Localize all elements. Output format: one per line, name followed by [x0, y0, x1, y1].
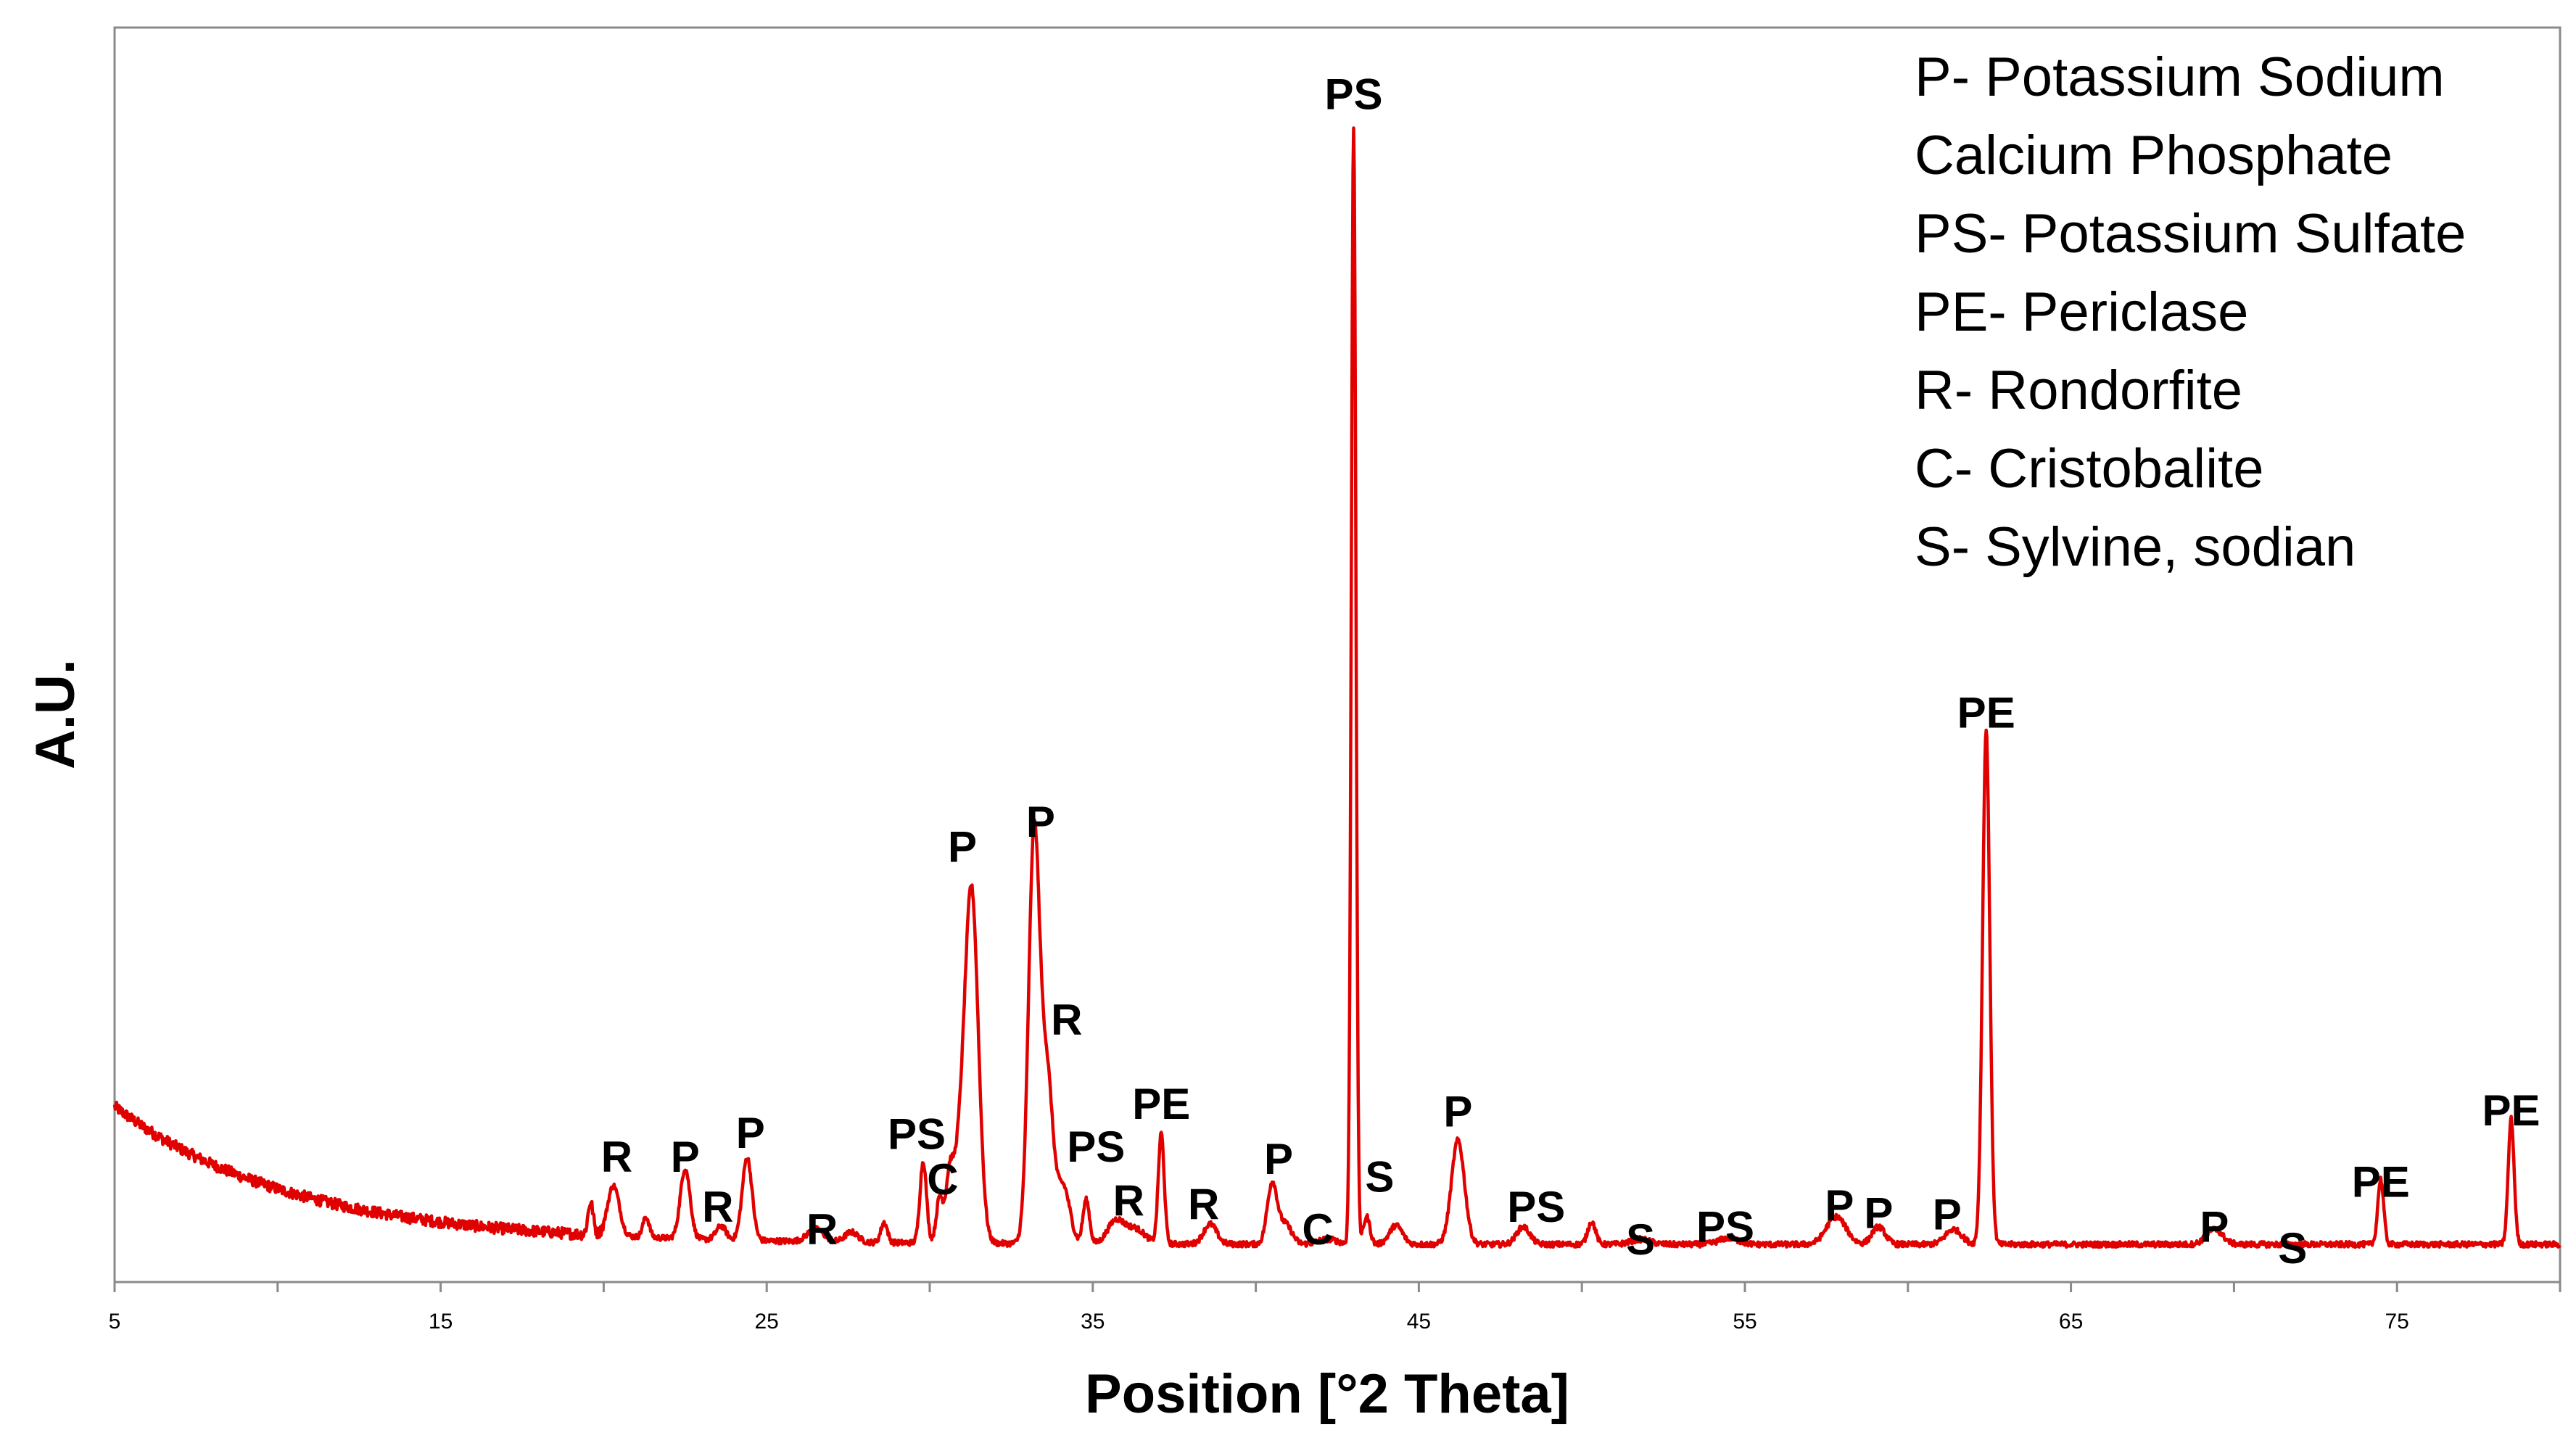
- peak-label: PS: [1696, 1203, 1754, 1252]
- x-tick-label: 15: [429, 1310, 453, 1334]
- peak-label: P: [1443, 1087, 1472, 1136]
- peak-label: C: [927, 1155, 958, 1204]
- peak-label: S: [1365, 1152, 1394, 1201]
- x-tick-label: 5: [109, 1310, 121, 1334]
- y-axis-title: A.U.: [25, 659, 86, 769]
- series-group: [112, 126, 2561, 1249]
- x-tick-label: 75: [2385, 1310, 2409, 1334]
- x-tick-label: 45: [1407, 1310, 1431, 1334]
- peak-label: PE: [1132, 1080, 1190, 1128]
- peak-label: PS: [1067, 1123, 1125, 1171]
- x-tick-label: 55: [1733, 1310, 1756, 1334]
- peak-label: PS: [1507, 1183, 1565, 1231]
- legend-entry: S- Sylvine, sodian: [1915, 516, 2356, 578]
- peak-label: P: [2200, 1203, 2229, 1252]
- peak-label: R: [1188, 1181, 1219, 1229]
- legend-entry: PS- Potassium Sulfate: [1915, 203, 2466, 265]
- x-axis-title: Position [°2 Theta]: [1085, 1363, 1569, 1425]
- peak-label: P: [671, 1133, 700, 1181]
- peak-label: R: [601, 1133, 632, 1181]
- peak-label: P: [1933, 1190, 1962, 1239]
- peak-label: R: [1113, 1176, 1144, 1225]
- peak-label: R: [806, 1205, 838, 1254]
- peak-label: P: [1264, 1135, 1293, 1183]
- xrd-pattern-line: [112, 126, 2561, 1249]
- peak-label: P: [1864, 1189, 1893, 1238]
- peak-label: PE: [1957, 688, 2015, 737]
- peak-label: C: [1302, 1205, 1333, 1254]
- peak-label: R: [702, 1183, 733, 1231]
- legend-entry: Calcium Phosphate: [1915, 125, 2393, 186]
- legend-entry: PE- Periclase: [1915, 281, 2248, 343]
- x-tick-label: 35: [1081, 1310, 1105, 1334]
- legend-entry: R- Rondorfite: [1915, 360, 2242, 421]
- peak-label: PE: [2482, 1086, 2540, 1135]
- peak-label: R: [1051, 996, 1082, 1044]
- peak-label: PE: [2352, 1157, 2410, 1206]
- peak-label: PS: [1324, 70, 1382, 118]
- legend-entry: P- Potassium Sodium: [1915, 46, 2445, 108]
- peak-label: P: [1026, 798, 1055, 846]
- x-tick-label: 65: [2059, 1310, 2083, 1334]
- peak-label: P: [948, 822, 977, 871]
- legend-entry: C- Cristobalite: [1915, 438, 2263, 500]
- peak-label: PS: [888, 1110, 946, 1159]
- legend: P- Potassium Sodium Calcium Phosphate PS- …: [1915, 46, 2466, 578]
- peak-label: S: [1626, 1215, 1655, 1264]
- peak-label: S: [2278, 1224, 2307, 1273]
- x-tick-label: 25: [755, 1310, 779, 1334]
- peak-label: P: [736, 1109, 765, 1157]
- peak-label: P: [1825, 1181, 1854, 1230]
- x-axis: 5 15 25 35 45 55 65 75: [109, 1281, 2561, 1334]
